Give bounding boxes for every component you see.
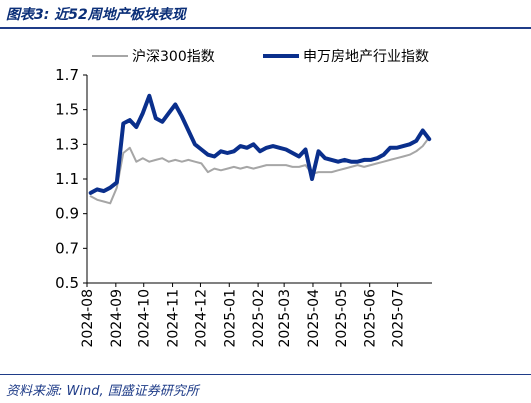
y-tick-label: 1.7 <box>55 66 79 84</box>
y-tick-label: 0.5 <box>55 274 79 292</box>
y-tick-label: 0.7 <box>55 239 79 257</box>
x-tick-label: 2025-03 <box>277 289 293 348</box>
x-tick-label: 2025-04 <box>306 289 322 348</box>
legend: 沪深300指数 申万房地产行业指数 <box>92 49 429 65</box>
line-chart: 沪深300指数 申万房地产行业指数 0.5 0.7 0.9 1.1 1.3 1.5 1.7 2… <box>55 49 432 348</box>
x-axis: 2024-08 2024-09 2024-10 2024-11 2024-12 2025-… <box>80 282 432 348</box>
legend-label-2: 申万房地产行业指数 <box>303 49 429 65</box>
series-lines <box>88 93 432 205</box>
x-tick-label: 2025-07 <box>391 289 407 348</box>
x-tick-label: 2025-05 <box>334 289 350 348</box>
bottom-divider <box>0 374 531 375</box>
top-divider <box>0 27 531 29</box>
figure-title: 图表3: 近52周地产板块表现 <box>6 7 186 23</box>
x-tick-label: 2025-01 <box>222 289 238 348</box>
y-axis: 0.5 0.7 0.9 1.1 1.3 1.5 1.7 <box>55 66 88 292</box>
x-tick-label: 2024-08 <box>80 289 96 348</box>
x-tick-label: 2024-10 <box>137 289 153 348</box>
x-tick-label: 2025-02 <box>251 289 267 348</box>
source-note: 资料来源: Wind, 国盛证券研究所 <box>6 384 199 399</box>
y-tick-label: 0.9 <box>55 205 79 223</box>
y-tick-label: 1.1 <box>55 170 79 188</box>
y-tick-label: 1.3 <box>55 135 79 153</box>
series-line-2 <box>88 93 432 195</box>
y-tick-label: 1.5 <box>55 101 79 119</box>
legend-label-1: 沪深300指数 <box>132 49 215 65</box>
x-tick-label: 2024-09 <box>109 289 125 348</box>
x-tick-label: 2025-06 <box>363 289 379 348</box>
series-line-1 <box>89 136 431 205</box>
x-tick-label: 2024-11 <box>166 289 182 348</box>
x-tick-label: 2024-12 <box>193 289 209 348</box>
